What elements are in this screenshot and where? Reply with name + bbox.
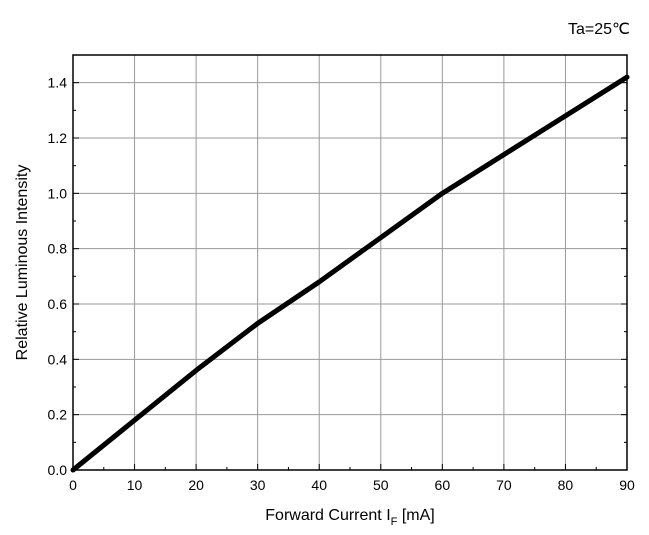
x-tick-label: 50 — [373, 477, 389, 493]
y-tick-label: 0.8 — [48, 241, 68, 257]
x-axis-title-unit: [mA] — [397, 507, 434, 524]
x-tick-label: 60 — [435, 477, 451, 493]
x-tick-label: 20 — [188, 477, 204, 493]
y-tick-label: 0.6 — [48, 296, 68, 312]
x-tick-label: 80 — [558, 477, 574, 493]
y-tick-label: 1.0 — [48, 185, 68, 201]
y-tick-label: 0.2 — [48, 407, 68, 423]
x-axis-title: Forward Current IF [mA] — [265, 507, 434, 528]
y-tick-label: 1.4 — [48, 75, 68, 91]
series-line — [70, 74, 630, 473]
x-tick-label: 40 — [311, 477, 327, 493]
y-tick-labels: 0.0 0.2 0.4 0.6 0.8 1.0 1.2 1.4 — [48, 75, 68, 478]
x-tick-label: 10 — [127, 477, 143, 493]
x-tick-label: 70 — [496, 477, 512, 493]
temperature-annotation: Ta=25℃ — [568, 21, 631, 38]
series-group — [70, 74, 630, 473]
x-tick-label: 0 — [69, 477, 77, 493]
y-tick-label: 0.4 — [48, 351, 68, 367]
x-axis-title-main: Forward Current I — [265, 507, 390, 524]
x-tick-labels: 0 10 20 30 40 50 60 70 80 90 — [69, 477, 635, 493]
x-tick-label: 30 — [250, 477, 266, 493]
y-axis-title: Relative Luminous Intensity — [14, 165, 31, 361]
grid-lines — [73, 55, 627, 470]
y-tick-label: 0.0 — [48, 462, 68, 478]
plot-frame — [72, 54, 628, 471]
x-axis-title-subscript: F — [391, 516, 398, 528]
y-tick-label: 1.2 — [48, 130, 68, 146]
x-tick-label: 90 — [619, 477, 635, 493]
